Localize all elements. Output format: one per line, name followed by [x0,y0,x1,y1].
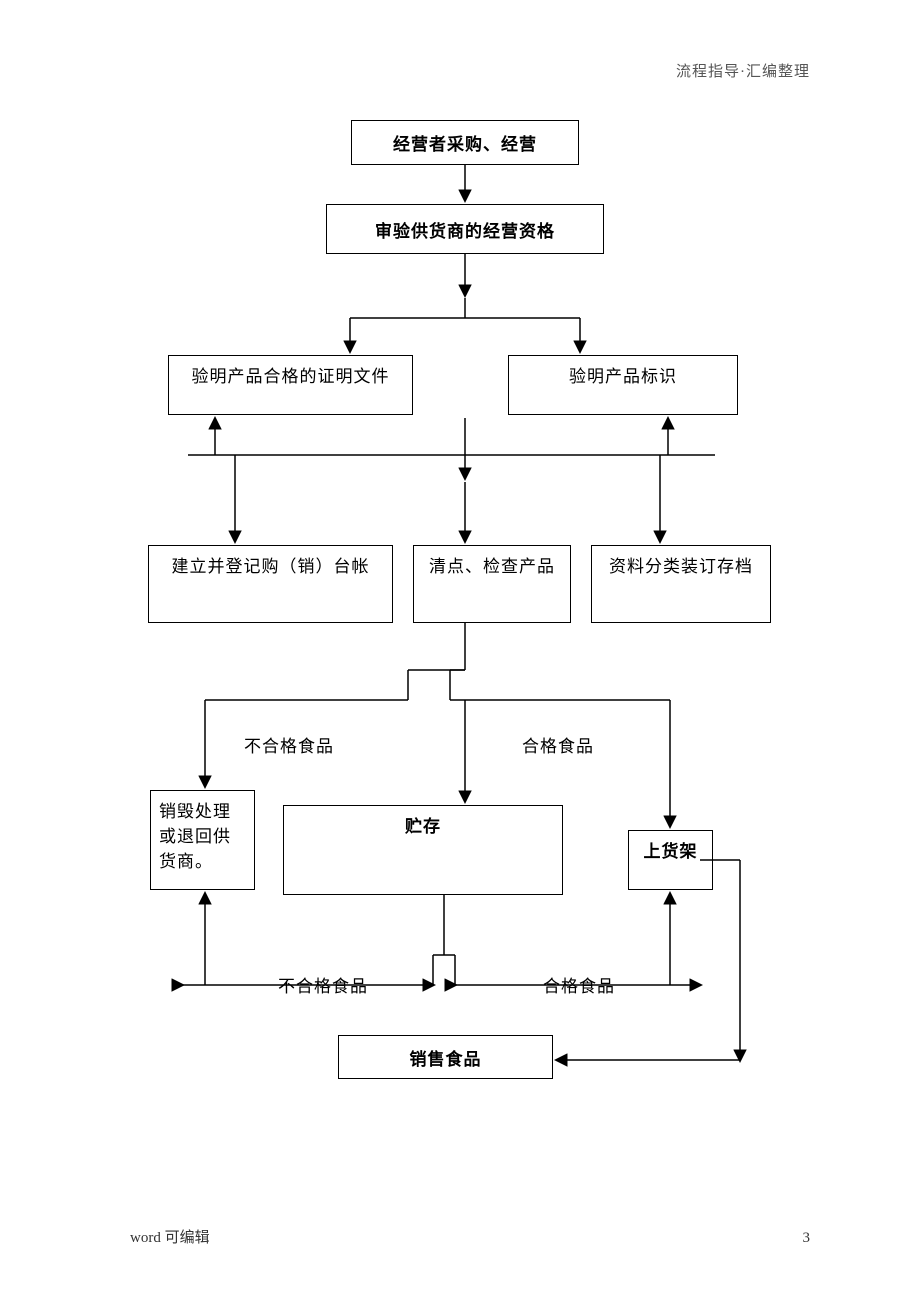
footer-left: word 可编辑 [130,1226,210,1247]
box-label: 销毁处理或退回供货商。 [159,797,246,872]
box-label: 建立并登记购（销）台帐 [172,552,370,577]
box-archive: 资料分类装订存档 [591,545,771,623]
box-sell: 销售食品 [338,1035,553,1079]
label-qualified-2: 合格食品 [543,972,615,997]
box-label: 销售食品 [410,1045,482,1070]
box-label: 验明产品合格的证明文件 [192,362,390,387]
label-unqualified-1: 不合格食品 [244,732,334,757]
flowchart-connectors [0,0,920,1302]
label-qualified-1: 合格食品 [522,732,594,757]
label-unqualified-2: 不合格食品 [278,972,368,997]
box-label: 贮存 [405,812,441,837]
box-verify-cert: 验明产品合格的证明文件 [168,355,413,415]
box-verify-label: 验明产品标识 [508,355,738,415]
box-ledger: 建立并登记购（销）台帐 [148,545,393,623]
box-inspect: 清点、检查产品 [413,545,571,623]
footer-right: 3 [803,1230,811,1247]
box-label: 资料分类装订存档 [609,552,753,577]
header-text: 流程指导·汇编整理 [676,60,810,81]
box-shelf: 上货架 [628,830,713,890]
box-destroy-return: 销毁处理或退回供货商。 [150,790,255,890]
box-label: 上货架 [644,837,698,862]
box-label: 验明产品标识 [569,362,677,387]
box-verify-supplier: 审验供货商的经营资格 [326,204,604,254]
box-label: 经营者采购、经营 [393,130,537,155]
page: 流程指导·汇编整理 经营者采购、经营 审验供货商的经营资格 验明产品合格的证明文… [0,0,920,1302]
box-label: 审验供货商的经营资格 [375,217,555,242]
box-label: 清点、检查产品 [429,552,555,577]
box-storage: 贮存 [283,805,563,895]
box-operator-purchase: 经营者采购、经营 [351,120,579,165]
